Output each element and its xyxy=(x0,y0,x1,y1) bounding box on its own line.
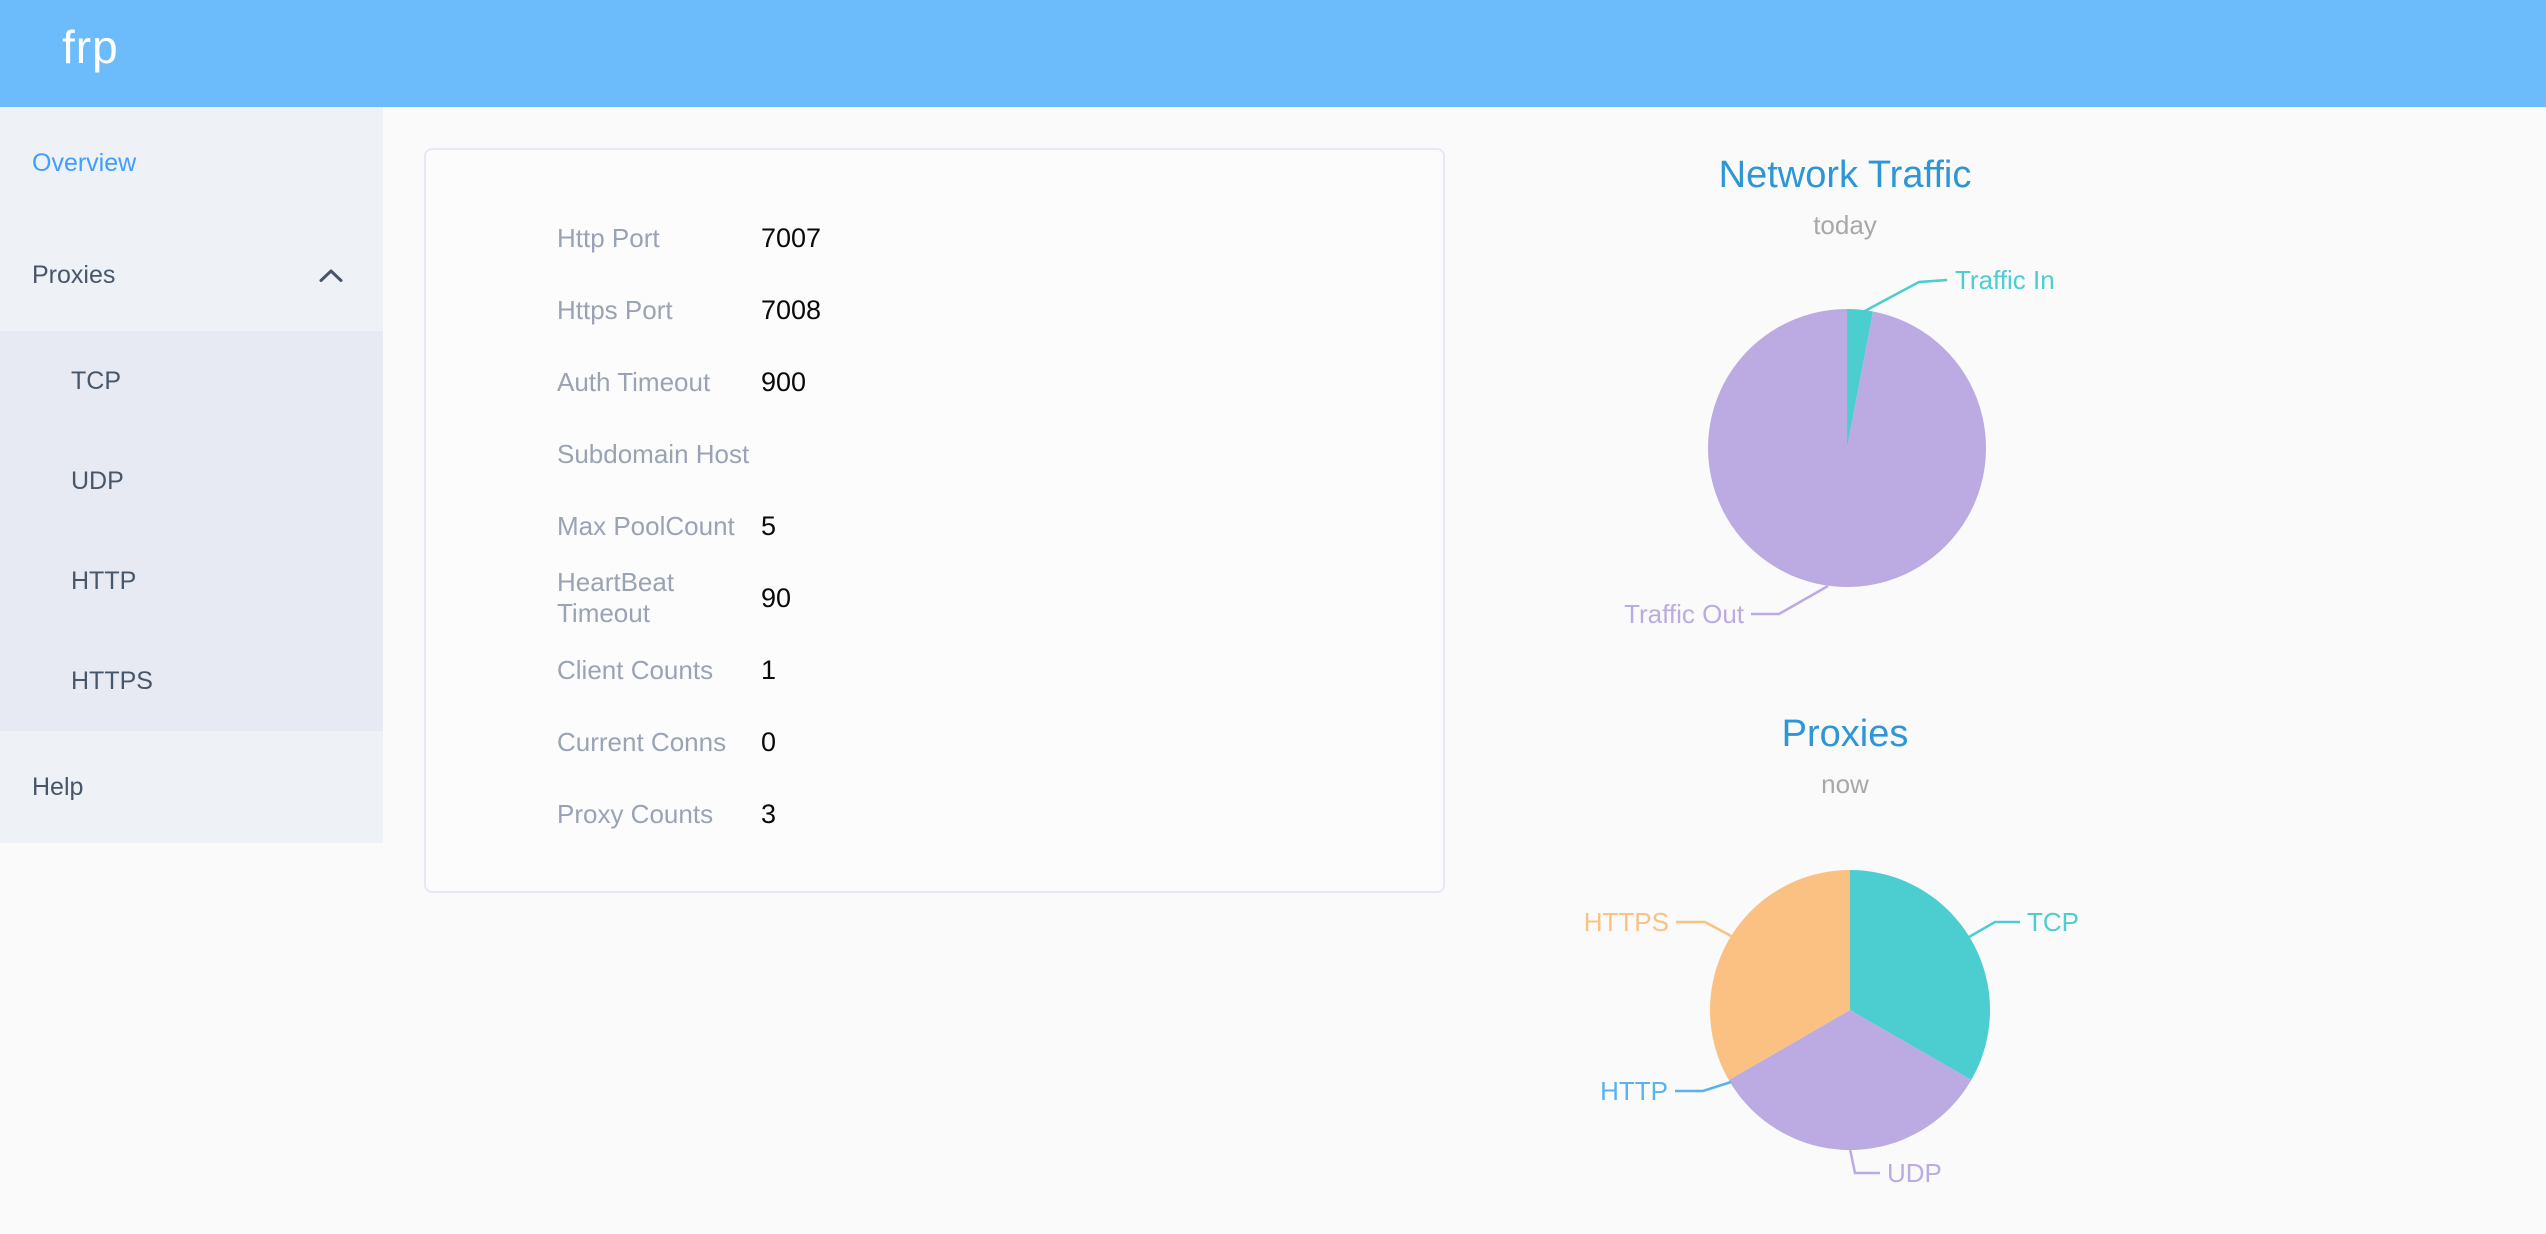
config-value: 0 xyxy=(761,726,777,757)
traffic-in-leader-line xyxy=(1862,278,1948,314)
config-value: 7007 xyxy=(761,222,822,253)
pie-slice-traffic-out[interactable] xyxy=(1708,309,1987,587)
config-label: Proxy Counts xyxy=(557,798,714,829)
config-label: Auth Timeout xyxy=(557,366,711,397)
proxies-pie-chart: TCP HTTPS HTTP UDP xyxy=(1584,870,2079,1188)
traffic-out-label: Traffic Out xyxy=(1624,599,1745,629)
config-row: Max PoolCount 5 xyxy=(426,490,1443,562)
config-row: HeartBeat Timeout 90 xyxy=(426,562,1443,634)
sidebar-item-overview-label: Overview xyxy=(32,148,137,177)
config-row: Client Counts 1 xyxy=(426,634,1443,706)
proxies-chart-title: Proxies xyxy=(1781,713,1909,755)
config-value: 1 xyxy=(761,654,777,685)
udp-label: UDP xyxy=(1887,1158,1942,1188)
config-value: 7008 xyxy=(761,294,822,325)
app-header: frp xyxy=(0,0,2546,107)
sidebar-item-http-label: HTTP xyxy=(71,566,137,595)
config-row: Https Port 7008 xyxy=(426,274,1443,346)
udp-leader-line xyxy=(1848,1148,1880,1175)
network-traffic-pie-chart: Traffic In Traffic Out xyxy=(1624,265,2055,629)
config-value: 5 xyxy=(761,510,777,541)
config-value: 3 xyxy=(761,798,777,829)
sidebar-item-overview[interactable]: Overview xyxy=(0,107,383,219)
sidebar: Overview Proxies TCP UDP HTTP HT xyxy=(0,107,383,1234)
app-logo: frp xyxy=(62,20,119,73)
network-traffic-subtitle: today xyxy=(1813,210,1877,240)
sidebar-item-help-label: Help xyxy=(32,772,84,801)
sidebar-item-proxies-label: Proxies xyxy=(32,260,116,289)
pie-slice-udp[interactable] xyxy=(1728,1010,1972,1150)
http-leader-line xyxy=(1675,1080,1732,1093)
traffic-in-label: Traffic In xyxy=(1955,265,2055,295)
proxies-submenu: TCP UDP HTTP HTTPS xyxy=(0,331,383,731)
main-content: Http Port 7007 Https Port 7008 Auth Timeou… xyxy=(383,107,2546,1234)
sidebar-item-proxies[interactable]: Proxies xyxy=(0,219,383,331)
sidebar-item-udp-label: UDP xyxy=(71,466,124,495)
config-label: Current Conns xyxy=(557,726,727,757)
tcp-label: TCP xyxy=(2027,907,2079,937)
pie-slice-https[interactable] xyxy=(1710,870,1850,1080)
sidebar-item-tcp[interactable]: TCP xyxy=(0,331,383,431)
traffic-out-leader-line xyxy=(1751,584,1829,616)
server-config-card: Http Port 7007 Https Port 7008 Auth Timeou… xyxy=(424,148,1445,893)
config-row: Current Conns 0 xyxy=(426,706,1443,778)
proxies-chart-subtitle: now xyxy=(1821,769,1869,799)
sidebar-item-http[interactable]: HTTP xyxy=(0,531,383,631)
pie-slice-tcp[interactable] xyxy=(1850,870,1990,1080)
config-row: Subdomain Host xyxy=(426,418,1443,490)
sidebar-item-help[interactable]: Help xyxy=(0,731,383,843)
chevron-up-icon xyxy=(319,269,343,282)
config-row: Http Port 7007 xyxy=(426,202,1443,274)
config-label: Subdomain Host xyxy=(557,438,750,469)
sidebar-item-https-label: HTTPS xyxy=(71,666,153,695)
network-traffic-title: Network Traffic xyxy=(1718,154,1972,196)
config-value: 90 xyxy=(761,582,792,613)
https-label: HTTPS xyxy=(1584,907,1669,937)
tcp-leader-line xyxy=(1968,920,2020,939)
sidebar-item-https[interactable]: HTTPS xyxy=(0,631,383,731)
config-value: 900 xyxy=(761,366,807,397)
config-row: Proxy Counts 3 xyxy=(426,778,1443,850)
sidebar-item-tcp-label: TCP xyxy=(71,366,121,395)
http-label: HTTP xyxy=(1600,1076,1668,1106)
sidebar-item-udp[interactable]: UDP xyxy=(0,431,383,531)
config-label: Https Port xyxy=(557,294,673,325)
pie-slice-traffic-in[interactable] xyxy=(1847,309,1874,448)
https-leader-line xyxy=(1676,920,1734,939)
config-label: Max PoolCount xyxy=(557,510,735,541)
config-row: Auth Timeout 900 xyxy=(426,346,1443,418)
config-label: Client Counts xyxy=(557,654,714,685)
config-label: Http Port xyxy=(557,222,660,253)
config-label: HeartBeat Timeout xyxy=(557,567,675,628)
